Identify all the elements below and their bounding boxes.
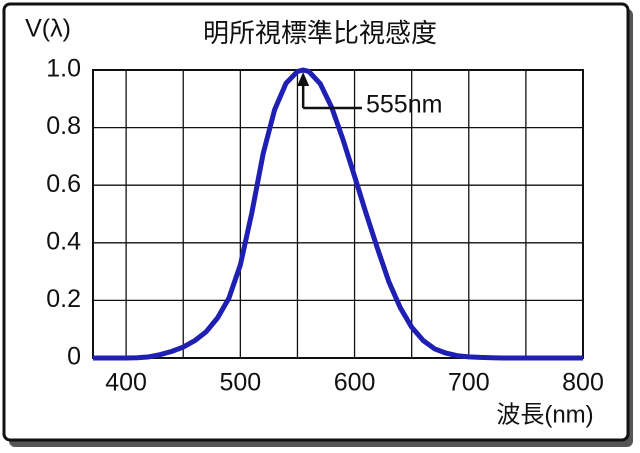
y-tick-label: 0.2 (46, 285, 81, 313)
frame (2, 2, 630, 442)
y-axis-label: V(λ) (25, 15, 71, 43)
chart-title: 明所視標準比視感度 (203, 18, 437, 48)
annotation: 555nm (366, 91, 442, 119)
data-line (93, 67, 583, 361)
y-tick-label: 0 (67, 343, 81, 371)
x-tick-label: 400 (105, 369, 147, 397)
plot-border (92, 69, 584, 359)
y-tick-label: 0.8 (46, 112, 81, 140)
annotation-arrow (297, 72, 310, 86)
x-tick-label: 600 (334, 369, 376, 397)
x-tick-label: 500 (219, 369, 261, 397)
y-tick-label: 1.0 (46, 55, 81, 83)
y-tick-label: 0.6 (46, 170, 81, 198)
x-tick-label: 700 (448, 369, 490, 397)
y-tick-label: 0.4 (46, 227, 81, 255)
x-tick-label: 800 (562, 369, 604, 397)
x-axis-label: 波長(nm) (496, 401, 593, 428)
